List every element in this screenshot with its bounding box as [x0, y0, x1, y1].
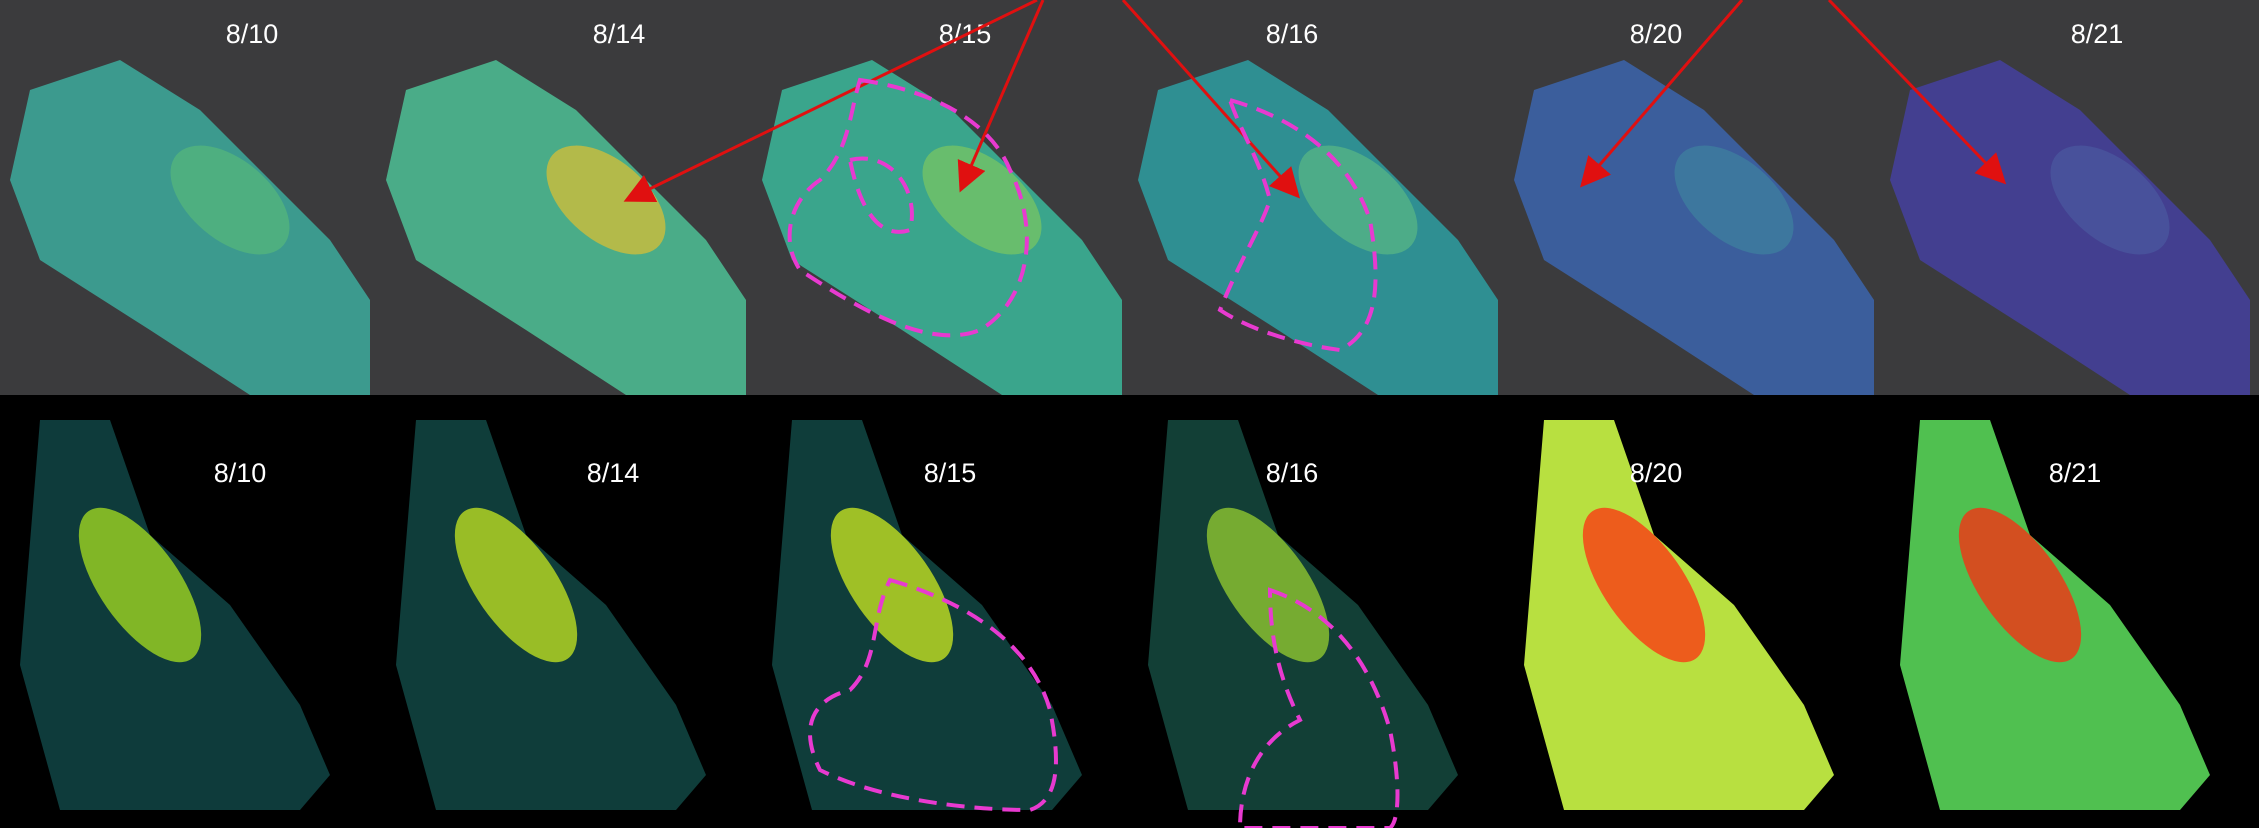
- date-label: 8/10: [226, 19, 279, 49]
- date-label: 8/16: [1266, 19, 1319, 49]
- date-label: 8/21: [2049, 458, 2102, 488]
- date-label: 8/14: [593, 19, 646, 49]
- figure: 8/108/148/158/168/208/218/108/148/158/16…: [0, 0, 2259, 828]
- date-label: 8/10: [214, 458, 267, 488]
- date-label: 8/15: [924, 458, 977, 488]
- date-label: 8/20: [1630, 458, 1683, 488]
- date-label: 8/14: [587, 458, 640, 488]
- date-label: 8/16: [1266, 458, 1319, 488]
- date-label: 8/21: [2071, 19, 2124, 49]
- date-label: 8/20: [1630, 19, 1683, 49]
